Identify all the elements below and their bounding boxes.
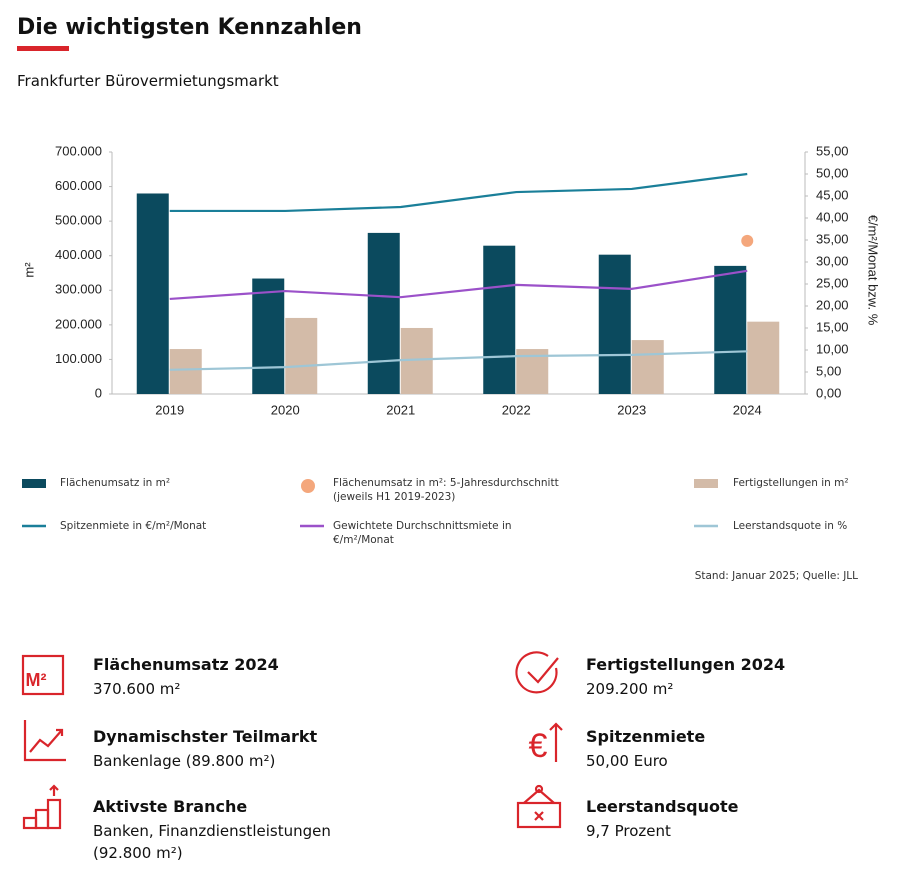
legend-swatch [22,479,46,488]
x-tick-label: 2023 [617,402,646,417]
y2-tick-label: 0,00 [816,385,841,400]
legend-label: Leerstandsquote in % [733,520,848,532]
line-series [169,350,748,371]
y2-tick-label: 35,00 [816,231,849,246]
kpi-value: 209.200 m² [586,680,674,698]
kpi-value: Bankenlage (89.800 m²) [93,752,276,770]
bar [252,278,285,394]
y2-tick-label: 45,00 [816,187,849,202]
x-tick-label: 2024 [733,402,762,417]
bar [367,232,400,394]
kpi-title: Leerstandsquote [586,797,739,816]
y-tick-label: 200.000 [55,316,102,331]
y-axis-label: m² [21,262,36,278]
kpi-title: Flächenumsatz 2024 [93,655,279,674]
y2-axis-label: €/m²/Monat bzw. % [866,215,881,326]
y2-tick-label: 20,00 [816,297,849,312]
legend-label: Flächenumsatz in m²: 5-Jahresdurchschnit… [333,477,559,503]
y2-tick-label: 10,00 [816,341,849,356]
y-tick-label: 300.000 [55,282,102,297]
bar [169,349,202,394]
bar [631,340,664,394]
x-tick-label: 2021 [386,402,415,417]
svg-text:M²: M² [26,670,47,690]
legend-label: Fertigstellungen in m² [733,477,849,489]
title-underline [17,46,69,51]
y2-tick-label: 25,00 [816,275,849,290]
kpi-value: 370.600 m² [93,680,181,698]
page-title: Die wichtigsten Kennzahlen [17,15,362,40]
kpi-value: 9,7 Prozent [586,822,671,840]
bar [483,245,516,394]
kpi-title: Fertigstellungen 2024 [586,655,786,674]
bar [598,254,631,394]
legend-label: Flächenumsatz in m² [60,477,171,489]
bar [747,321,780,394]
kpi-value: Banken, Finanzdienstleistungen (92.800 m… [93,822,331,862]
legend-swatch [301,479,315,493]
x-tick-label: 2022 [502,402,531,417]
y-tick-label: 100.000 [55,351,102,366]
source-note: Stand: Januar 2025; Quelle: JLL [694,570,858,582]
svg-text:€: € [529,727,548,765]
kpi-title: Aktivste Branche [93,797,248,816]
line-series [169,172,748,213]
legend-label: Gewichtete Durchschnittsmiete in €/m²/Mo… [333,520,512,546]
bar [136,193,169,394]
kpi-title: Spitzenmiete [586,727,706,746]
y-tick-label: 400.000 [55,247,102,262]
bar [714,265,747,394]
y-tick-label: 600.000 [55,178,102,193]
kpi-icons: M² € [21,651,563,830]
x-tick-label: 2020 [271,402,300,417]
y2-tick-label: 55,00 [816,143,849,158]
y2-tick-label: 50,00 [816,165,849,180]
bar [285,317,318,394]
legend-label: Spitzenmiete in €/m²/Monat [60,520,207,532]
point [741,234,754,247]
x-tick-label: 2019 [155,402,184,417]
kpi-title: Dynamischster Teilmarkt [93,727,318,746]
y2-tick-label: 30,00 [816,253,849,268]
legend-swatch [694,479,718,488]
y-tick-label: 700.000 [55,143,102,158]
page-subtitle: Frankfurter Bürovermietungsmarkt [17,72,279,90]
y-tick-label: 0 [95,385,102,400]
y-tick-label: 500.000 [55,213,102,228]
y2-tick-label: 15,00 [816,319,849,334]
line-series [169,269,748,301]
y2-tick-label: 5,00 [816,363,841,378]
y2-tick-label: 40,00 [816,209,849,224]
kpi-value: 50,00 Euro [586,752,668,770]
